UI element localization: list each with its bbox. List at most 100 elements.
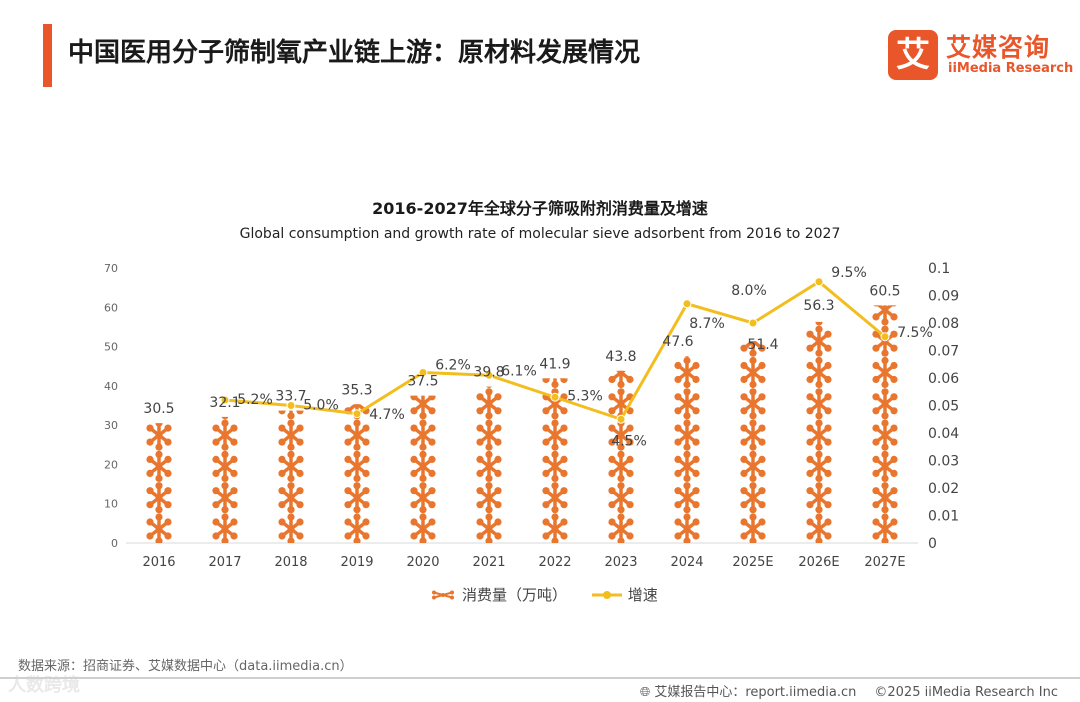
data-source: 数据来源：招商证券、艾媒数据中心（data.iimedia.cn）	[18, 659, 353, 674]
bar-unit-icon	[408, 449, 438, 484]
bar-unit-icon	[672, 449, 702, 484]
chart-legend: 消费量（万吨） 增速	[430, 584, 678, 606]
x-tick-label: 2020	[406, 555, 439, 570]
bar-unit-icon	[276, 417, 306, 453]
molecule-icon	[432, 590, 454, 599]
bar-unit-icon	[144, 480, 174, 516]
y-right-tick-label: 0	[928, 536, 937, 552]
y-right-tick-label: 0.03	[928, 454, 959, 470]
growth-point	[418, 368, 428, 377]
bar-unit-icon	[210, 480, 240, 516]
bar-unit-icon	[870, 355, 900, 390]
bar-2018	[276, 410, 306, 543]
bar-unit-icon	[738, 511, 768, 544]
y-right-tick-label: 0.04	[928, 426, 959, 442]
growth-value-label: 5.3%	[567, 388, 603, 404]
growth-point	[286, 401, 296, 410]
bar-value-label: 43.8	[605, 349, 636, 365]
bar-unit-icon	[870, 386, 900, 422]
y-left-tick-label: 20	[104, 458, 118, 471]
bar-value-label: 32.1	[209, 395, 240, 411]
x-tick-label: 2024	[670, 555, 703, 570]
x-tick-label: 2021	[472, 555, 505, 570]
x-tick-label: 2022	[538, 555, 571, 570]
bar-unit-icon	[672, 511, 702, 543]
y-left-tick-label: 60	[104, 301, 118, 314]
bar-unit-icon	[738, 417, 768, 453]
bar-unit-icon	[474, 417, 504, 453]
bar-unit-icon	[210, 511, 240, 543]
bar-unit-icon	[804, 323, 834, 359]
line-marker-icon	[591, 590, 622, 599]
bar-unit-icon	[738, 355, 768, 390]
legend-item-consumption[interactable]: 消费量（万吨）	[430, 584, 567, 605]
bar-unit-icon	[540, 480, 570, 516]
growth-point	[616, 414, 626, 424]
bar-value-label: 35.3	[341, 382, 372, 398]
bar-2025E	[738, 341, 768, 544]
bar-2023	[606, 370, 636, 543]
bar-unit-icon	[540, 449, 570, 484]
bar-value-label: 60.5	[869, 283, 900, 299]
bar-value-label: 33.7	[275, 389, 306, 405]
legend-label-growth: 增速	[627, 586, 658, 604]
bar-unit-icon	[474, 449, 504, 484]
y-left-tick-label: 50	[104, 341, 118, 354]
bar-unit-icon	[144, 423, 174, 453]
bar-unit-icon	[540, 417, 570, 453]
growth-point	[550, 392, 560, 402]
globe-icon: 🌐︎	[639, 685, 651, 700]
y-left-tick-label: 30	[104, 419, 118, 432]
y-right-tick-label: 0.1	[928, 261, 950, 277]
y-left-tick-label: 70	[104, 262, 118, 275]
bar-unit-icon	[408, 480, 438, 516]
bar-value-label: 30.5	[143, 401, 174, 417]
y-right-tick-label: 0.05	[928, 399, 959, 415]
bar-unit-icon	[804, 386, 834, 422]
bar-unit-icon	[738, 449, 768, 484]
bar-unit-icon	[276, 480, 306, 516]
footer-copyright: ©2025 iiMedia Research Inc	[874, 685, 1058, 700]
chart-title: 2016-2027年全球分子筛吸附剂消费量及增速	[372, 199, 708, 218]
x-tick-label: 2027E	[864, 555, 905, 570]
bar-2016	[144, 423, 174, 543]
y-left-tick-label: 0	[111, 537, 118, 550]
growth-point	[748, 318, 758, 328]
y-right-tick-label: 0.02	[928, 481, 959, 497]
bar-2021	[474, 386, 504, 543]
bar-unit-icon	[804, 355, 834, 390]
bar-unit-icon	[870, 511, 900, 544]
bar-unit-icon	[342, 511, 372, 544]
bar-unit-icon	[144, 449, 174, 484]
bar-unit-icon	[408, 417, 438, 453]
bar-2026E	[804, 321, 834, 544]
footer-info: 🌐︎ 艾媒报告中心：report.iimedia.cn ©2025 iiMedia …	[622, 681, 1058, 700]
growth-value-label: 4.5%	[611, 433, 647, 449]
legend-item-growth[interactable]: 增速	[591, 584, 658, 605]
growth-value-label: 4.7%	[369, 407, 405, 423]
bar-unit-icon	[738, 386, 768, 422]
page-title: 中国医用分子筛制氧产业链上游：原材料发展情况	[68, 38, 641, 68]
x-tick-label: 2025E	[732, 555, 773, 570]
x-tick-label: 2018	[274, 555, 307, 570]
x-tick-label: 2023	[604, 555, 637, 570]
bar-unit-icon	[606, 511, 636, 543]
footer-report-link[interactable]: 艾媒报告中心：report.iimedia.cn	[654, 685, 857, 700]
bar-unit-icon	[408, 511, 438, 543]
bar-unit-icon	[804, 417, 834, 453]
bar-value-label: 56.3	[803, 298, 834, 314]
logo-cn-text: 艾媒咨询	[946, 33, 1051, 62]
bar-value-label: 51.4	[747, 337, 778, 353]
bar-unit-icon	[672, 386, 702, 422]
growth-point	[220, 395, 230, 405]
growth-point	[880, 332, 890, 342]
watermark: 人数跨境	[8, 675, 80, 696]
bar-unit-icon	[606, 449, 636, 484]
bar-unit-icon	[738, 480, 768, 516]
y-right-tick-label: 0.09	[928, 289, 959, 305]
logo-mark-icon: 艾	[888, 30, 938, 80]
bar-unit-icon	[870, 480, 900, 516]
bar-2027E	[870, 305, 900, 544]
x-tick-label: 2019	[340, 555, 373, 570]
growth-value-label: 8.0%	[731, 283, 767, 299]
